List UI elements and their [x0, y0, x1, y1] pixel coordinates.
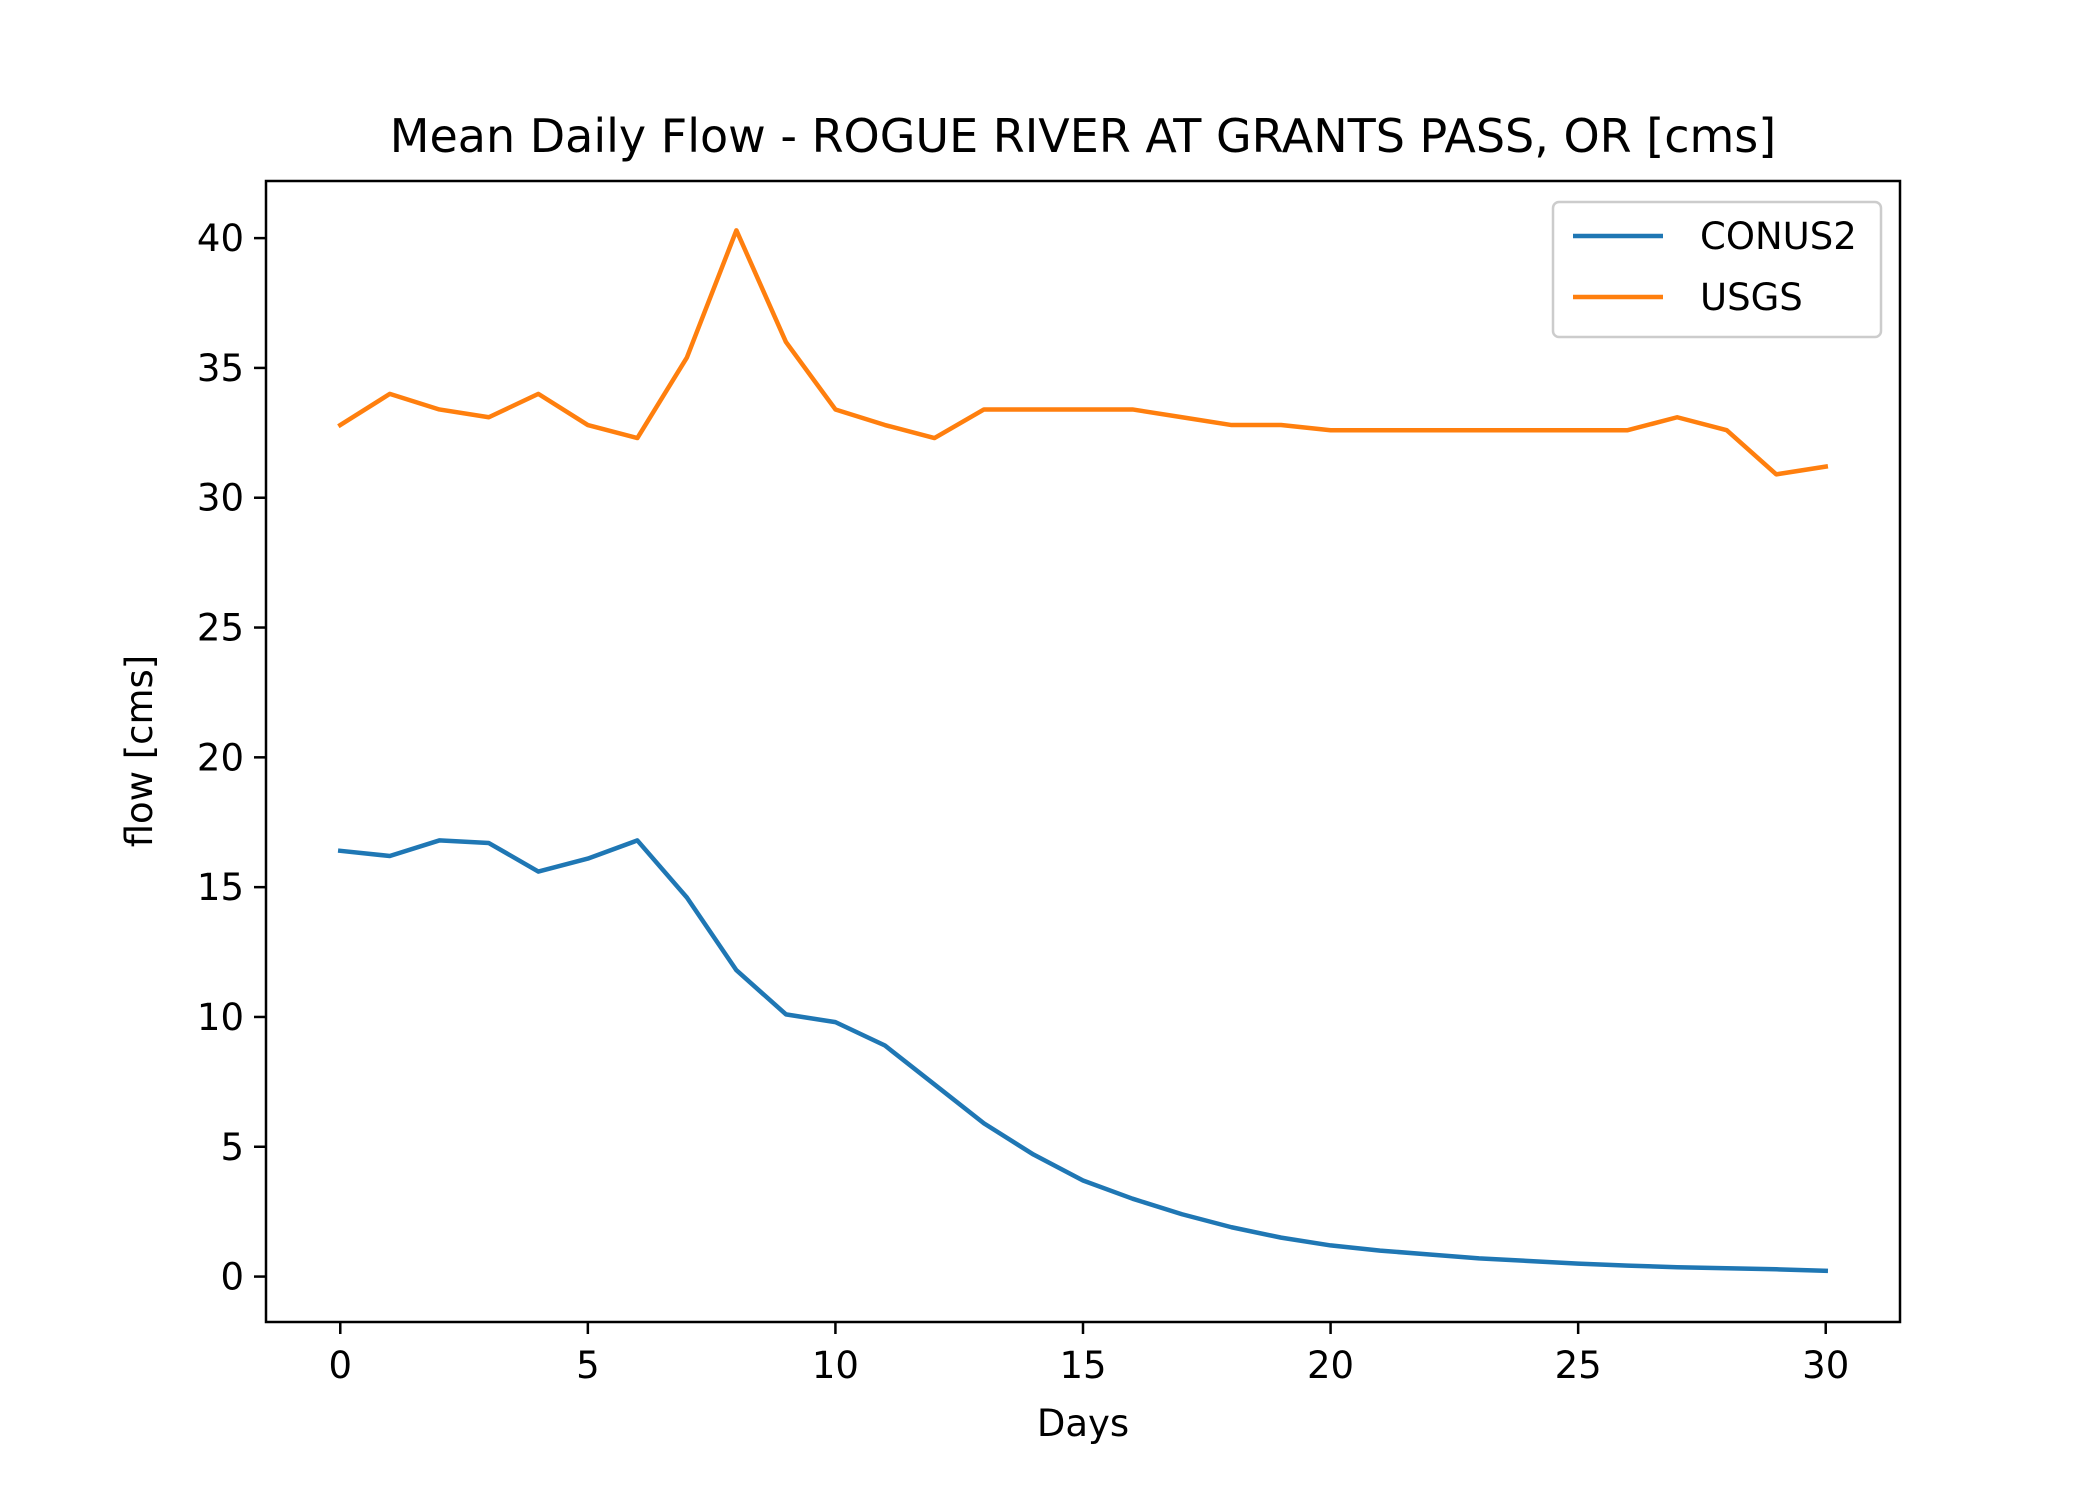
- x-tick-label: 0: [328, 1344, 352, 1387]
- x-tick-label: 30: [1802, 1344, 1849, 1387]
- data-point: [388, 392, 392, 396]
- legend-label-conus2: CONUS2: [1700, 215, 1857, 258]
- data-point: [1625, 1263, 1629, 1267]
- data-point: [1477, 428, 1481, 432]
- data-point: [1378, 1248, 1382, 1252]
- data-point: [437, 407, 441, 411]
- data-point: [1279, 1235, 1283, 1239]
- data-point: [338, 849, 342, 853]
- plot-area-frame: [264, 179, 1902, 1324]
- data-point: [437, 838, 441, 842]
- y-axis-label: flow [cms]: [118, 655, 161, 848]
- data-point: [1675, 415, 1679, 419]
- data-point: [1279, 423, 1283, 427]
- y-tick-label: 25: [197, 607, 244, 650]
- data-point: [1130, 1196, 1134, 1200]
- data-point: [1774, 472, 1778, 476]
- data-point: [833, 407, 837, 411]
- data-point: [883, 423, 887, 427]
- data-point: [338, 423, 342, 427]
- data-point: [1824, 1269, 1828, 1273]
- x-tick-label: 10: [812, 1344, 859, 1387]
- data-point: [1724, 428, 1728, 432]
- data-point: [1031, 1152, 1035, 1156]
- y-tick-label: 35: [197, 347, 244, 390]
- data-point: [1229, 1225, 1233, 1229]
- data-point: [1081, 1178, 1085, 1182]
- data-point: [1130, 407, 1134, 411]
- data-point: [1477, 1256, 1481, 1260]
- data-point: [1526, 1259, 1530, 1263]
- y-tick-label: 5: [220, 1126, 244, 1169]
- y-tick-label: 40: [197, 217, 244, 260]
- x-tick-label: 15: [1059, 1344, 1106, 1387]
- data-point: [1625, 428, 1629, 432]
- data-point: [635, 838, 639, 842]
- data-point: [1378, 428, 1382, 432]
- data-point: [487, 841, 491, 845]
- x-axis-ticks: 0 5 10 15 20 25 30: [328, 1322, 1849, 1387]
- data-point: [1328, 1243, 1332, 1247]
- data-point: [883, 1043, 887, 1047]
- data-point: [932, 1082, 936, 1086]
- data-point: [1427, 1252, 1431, 1256]
- series-line-usgs: [337, 228, 1829, 477]
- x-tick-label: 20: [1307, 1344, 1354, 1387]
- data-point: [536, 869, 540, 873]
- data-point: [1328, 428, 1332, 432]
- data-point: [784, 340, 788, 344]
- y-tick-label: 10: [197, 996, 244, 1039]
- series-layer: [337, 228, 1829, 1274]
- data-point: [1774, 1267, 1778, 1271]
- data-point: [487, 415, 491, 419]
- data-point: [784, 1012, 788, 1016]
- data-point: [1180, 1212, 1184, 1216]
- data-point: [1229, 423, 1233, 427]
- data-point: [982, 1121, 986, 1125]
- data-point: [1180, 415, 1184, 419]
- y-tick-label: 30: [197, 477, 244, 520]
- data-point: [1031, 407, 1035, 411]
- data-point: [1824, 464, 1828, 468]
- data-point: [1724, 1266, 1728, 1270]
- data-point: [685, 355, 689, 359]
- data-point: [635, 436, 639, 440]
- data-point: [1526, 428, 1530, 432]
- y-tick-label: 0: [220, 1256, 244, 1299]
- data-point: [388, 854, 392, 858]
- y-tick-label: 15: [197, 866, 244, 909]
- data-point: [833, 1020, 837, 1024]
- data-point: [734, 228, 738, 232]
- data-point: [1427, 428, 1431, 432]
- data-point: [1576, 428, 1580, 432]
- x-tick-label: 25: [1555, 1344, 1602, 1387]
- x-axis-label: Days: [1037, 1402, 1129, 1445]
- series-usgs: [337, 228, 1829, 477]
- series-line-conus2: [337, 838, 1829, 1274]
- x-tick-label: 5: [576, 1344, 600, 1387]
- data-point: [932, 436, 936, 440]
- data-point: [1675, 1265, 1679, 1269]
- series-conus2: [337, 838, 1829, 1274]
- y-axis-ticks: 0 5 10 15 20 25 30 35 40: [197, 217, 266, 1299]
- legend-label-usgs: USGS: [1700, 276, 1803, 319]
- data-point: [982, 407, 986, 411]
- chart-title: Mean Daily Flow - ROGUE RIVER AT GRANTS …: [390, 109, 1776, 163]
- data-point: [1081, 407, 1085, 411]
- data-point: [685, 895, 689, 899]
- y-tick-label: 20: [197, 736, 244, 779]
- data-point: [536, 392, 540, 396]
- data-point: [734, 968, 738, 972]
- legend: CONUS2 USGS: [1551, 200, 1883, 339]
- data-point: [586, 856, 590, 860]
- data-point: [1576, 1261, 1580, 1265]
- data-point: [586, 423, 590, 427]
